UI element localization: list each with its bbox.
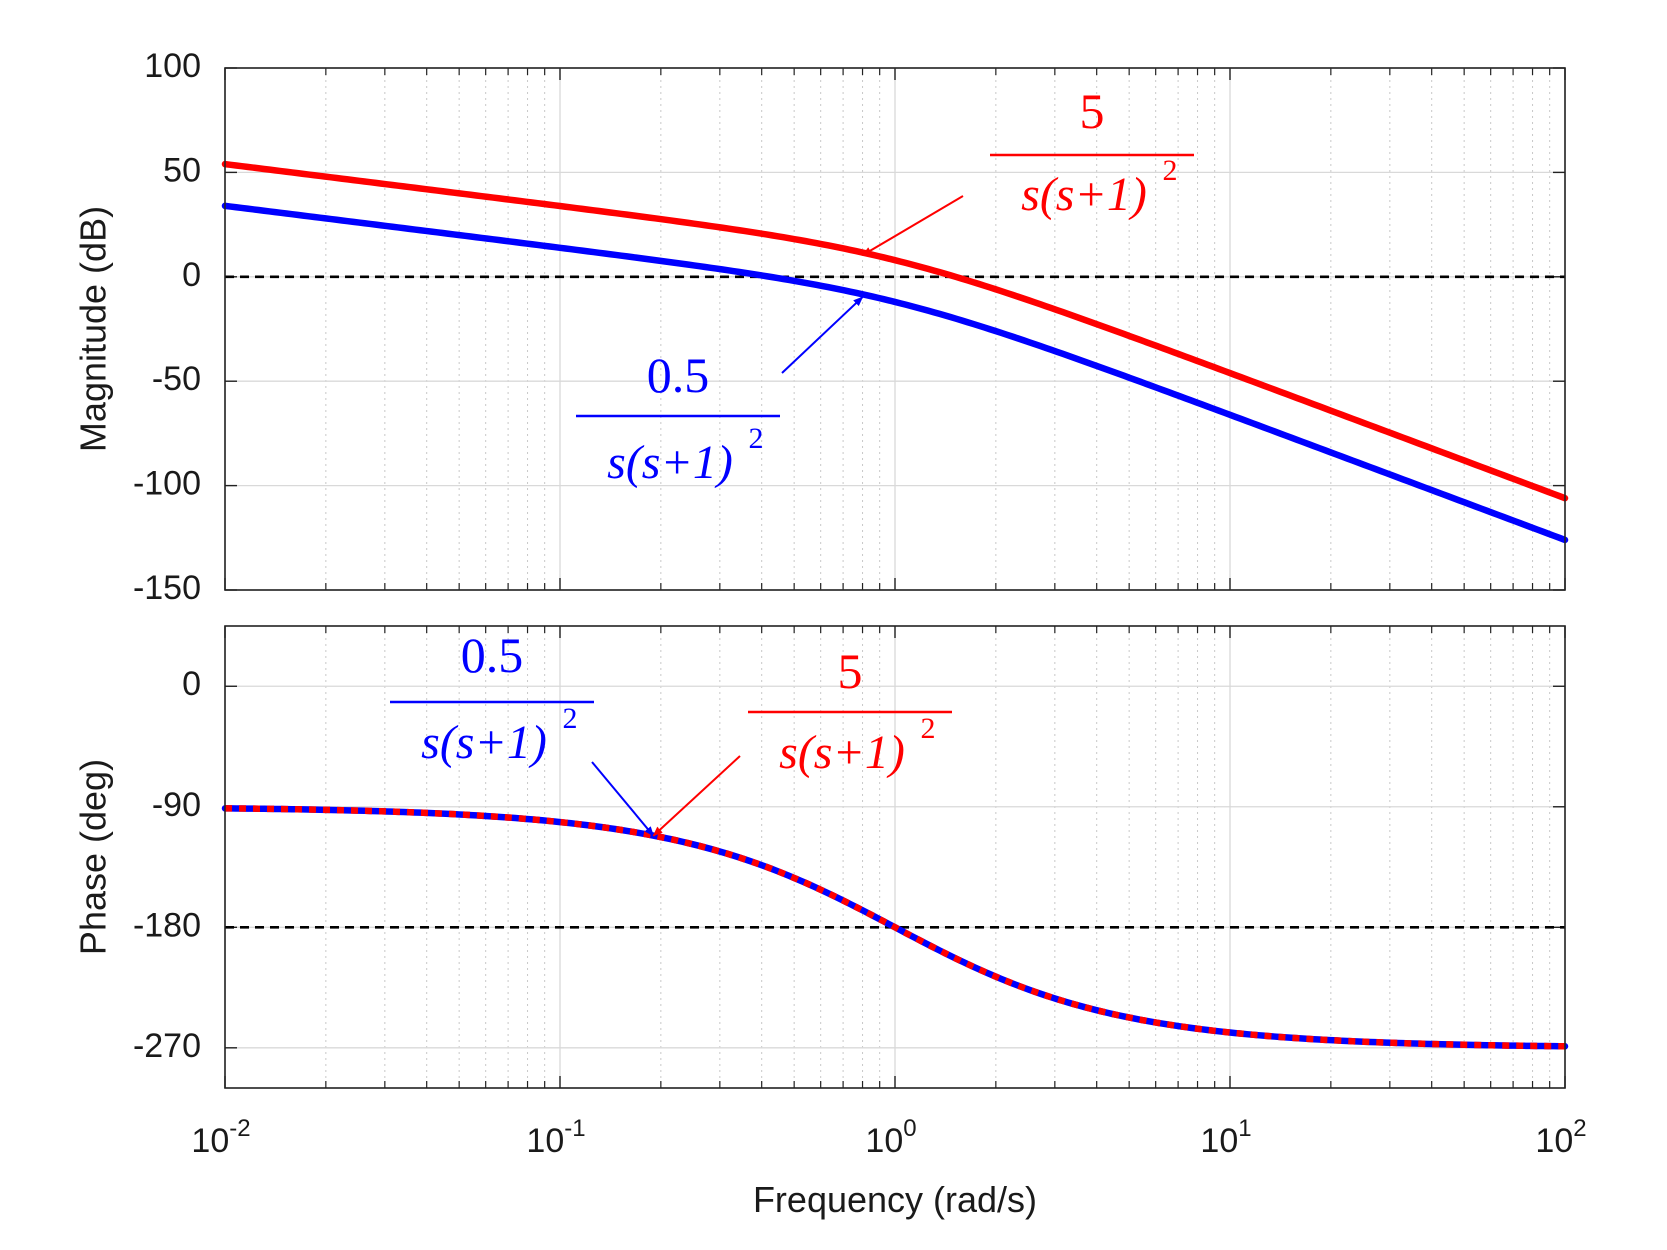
phase-grid <box>224 626 1566 1088</box>
fraction-denominator: s(s+1) <box>607 436 733 489</box>
phase-axes-box <box>224 625 1566 1089</box>
annotation-magnitude-gain-5: 5 s(s+1) 2 <box>861 83 1194 257</box>
x-tick-label: 102 <box>1535 1115 1586 1160</box>
phase-y-axis-label: Phase (deg) <box>73 759 114 955</box>
magnitude-y-axis-label: Magnitude (dB) <box>73 206 114 452</box>
x-tick-labels: 10-2 10-1 100 101 102 <box>191 1115 1586 1160</box>
x-tick-label: 10-2 <box>191 1115 250 1160</box>
y-tick-label: -90 <box>152 786 201 824</box>
series-line-gain-5 <box>224 805 1566 1050</box>
annotation-phase-gain-5: 5 s(s+1) 2 <box>652 643 952 837</box>
transfer-function-annotations: 5 s(s+1) 2 0.5 s(s+1) 2 0.5 s(s+1) 2 5 s(s+1) 2 <box>390 83 1194 837</box>
y-tick-label: -100 <box>133 465 201 503</box>
magnitude-series <box>221 160 1569 544</box>
fraction-numerator: 5 <box>838 643 863 699</box>
y-tick-label: -270 <box>133 1027 201 1065</box>
magnitude-axes-box <box>224 67 1566 591</box>
fraction-exponent: 2 <box>1163 154 1178 187</box>
y-tick-label: 50 <box>163 151 201 189</box>
series-line-gain-0-5 <box>221 202 1569 544</box>
y-tick-label: -50 <box>152 360 201 398</box>
x-tick-label: 101 <box>1200 1115 1251 1160</box>
fraction-exponent: 2 <box>563 702 578 735</box>
annotation-arrow <box>781 296 864 374</box>
phase-panel: 0 -90 -180 -270 Phase (deg) <box>73 625 1569 1089</box>
y-tick-label: -150 <box>133 569 201 607</box>
y-tick-label: 0 <box>182 665 201 703</box>
y-tick-label: 0 <box>182 256 201 294</box>
fraction-numerator: 5 <box>1080 83 1105 139</box>
annotation-arrow <box>591 761 655 837</box>
x-tick-label: 100 <box>865 1115 916 1160</box>
fraction-exponent: 2 <box>749 422 764 455</box>
series-line-gain-5 <box>221 160 1569 502</box>
annotation-magnitude-gain-0-5: 0.5 s(s+1) 2 <box>576 296 864 489</box>
y-tick-label: -180 <box>133 906 201 944</box>
fraction-denominator: s(s+1) <box>421 716 547 769</box>
fraction-denominator: s(s+1) <box>1021 168 1147 221</box>
annotation-arrow <box>861 195 964 257</box>
x-tick-label: 10-1 <box>526 1115 585 1160</box>
fraction-numerator: 0.5 <box>647 347 710 403</box>
annotation-arrow <box>652 755 741 837</box>
fraction-numerator: 0.5 <box>461 627 524 683</box>
y-tick-label: 100 <box>144 47 201 85</box>
magnitude-panel: 100 50 0 -50 -100 -150 Magnitude (dB) <box>73 47 1569 607</box>
x-axis-label: Frequency (rad/s) <box>753 1179 1037 1220</box>
fraction-exponent: 2 <box>921 712 936 745</box>
annotation-phase-gain-0-5: 0.5 s(s+1) 2 <box>390 627 655 837</box>
phase-series <box>221 805 1569 1050</box>
phase-y-tick-labels: 0 -90 -180 -270 <box>133 665 201 1065</box>
fraction-denominator: s(s+1) <box>779 726 905 779</box>
magnitude-y-tick-labels: 100 50 0 -50 -100 -150 <box>133 47 201 607</box>
